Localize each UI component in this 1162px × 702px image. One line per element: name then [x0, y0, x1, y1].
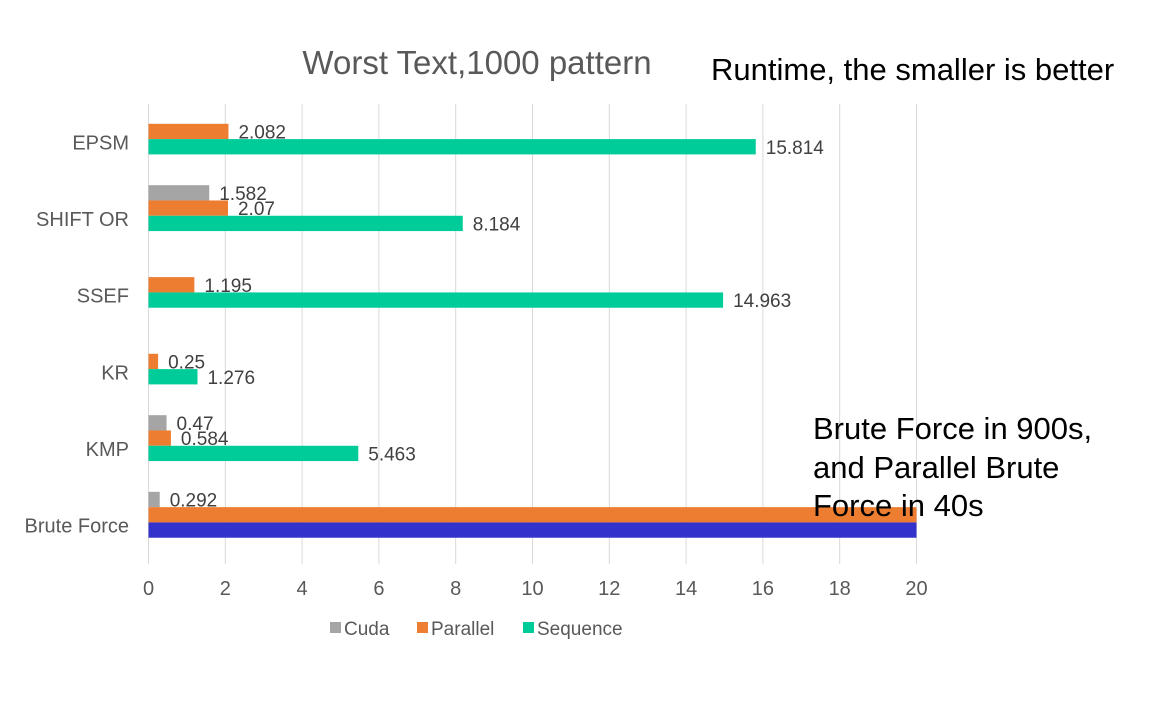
category-label: KMP	[86, 439, 129, 461]
category-label: EPSM	[72, 132, 129, 154]
bar-cuda	[148, 491, 160, 508]
data-label: 0.292	[170, 490, 218, 511]
data-label: 1.276	[207, 368, 255, 389]
x-tick-label: 4	[297, 578, 308, 600]
legend-swatch	[523, 622, 534, 633]
bar-sequence	[148, 445, 359, 462]
category-label: SHIFT OR	[36, 209, 129, 231]
runtime-note: Runtime, the smaller is better	[711, 52, 1115, 87]
bars	[148, 123, 917, 538]
data-label: 2.082	[238, 122, 286, 143]
bar-parallel	[148, 507, 917, 523]
bar-cuda	[148, 185, 210, 201]
brute-force-note-line: Force in 40s	[813, 488, 984, 523]
bar-parallel	[148, 123, 229, 140]
legend-swatch	[417, 622, 428, 633]
bar-parallel	[148, 200, 228, 216]
gridlines	[148, 104, 917, 564]
legend-label: Parallel	[431, 619, 494, 640]
legend-label: Cuda	[344, 619, 390, 640]
data-label: 1.582	[219, 184, 267, 205]
category-axis: EPSM SHIFT OR SSEF KR KMP Brute Force	[25, 132, 129, 537]
bar-sequence	[148, 215, 463, 232]
bar-sequence	[148, 369, 198, 385]
x-tick-label: 2	[220, 578, 231, 600]
data-label: 0.25	[168, 352, 205, 373]
bar-parallel	[148, 277, 195, 293]
data-label: 14.963	[733, 291, 791, 312]
data-label: 0.47	[177, 414, 214, 435]
data-label: 0.584	[181, 429, 229, 450]
bar-parallel	[148, 353, 159, 370]
bar-cuda	[148, 415, 167, 431]
data-label: 8.184	[473, 214, 521, 235]
data-label: 2.07	[238, 199, 275, 220]
x-tick-label: 16	[752, 578, 774, 600]
x-tick-label: 0	[143, 578, 154, 600]
brute-force-note-line: Brute Force in 900s,	[813, 411, 1093, 446]
x-tick-label: 20	[905, 578, 927, 600]
legend: Cuda Parallel Sequence	[330, 619, 623, 640]
bar-sequence	[148, 522, 917, 538]
x-tick-label: 6	[373, 578, 384, 600]
bar-sequence	[148, 139, 756, 155]
x-tick-label: 14	[675, 578, 697, 600]
value-axis: 0 2 4 6 8 10 12 14 16 18 20	[143, 578, 928, 600]
brute-force-note: Brute Force in 900s, and Parallel Brute …	[813, 410, 1143, 526]
bar-parallel	[148, 430, 171, 446]
legend-label: Sequence	[537, 619, 623, 640]
x-tick-label: 8	[450, 578, 461, 600]
data-label: 5.463	[368, 444, 416, 465]
legend-swatch	[330, 622, 341, 633]
chart-title: Worst Text,1000 pattern	[302, 44, 651, 81]
category-label: Brute Force	[25, 516, 129, 538]
data-label: 15.814	[766, 138, 825, 159]
bar-sequence	[148, 292, 724, 308]
brute-force-note-line: and Parallel Brute	[813, 449, 1060, 485]
data-label: 1.195	[204, 276, 252, 297]
category-label: SSEF	[77, 286, 129, 308]
x-tick-label: 10	[521, 578, 543, 600]
x-tick-label: 12	[598, 578, 620, 600]
x-tick-label: 18	[829, 578, 851, 600]
category-label: KR	[101, 362, 129, 384]
